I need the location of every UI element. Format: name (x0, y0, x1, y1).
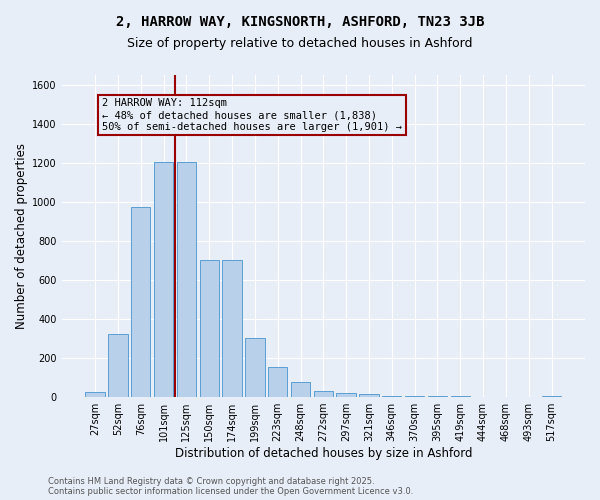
Text: 2 HARROW WAY: 112sqm
← 48% of detached houses are smaller (1,838)
50% of semi-de: 2 HARROW WAY: 112sqm ← 48% of detached h… (102, 98, 402, 132)
Bar (451, 396, 470, 397)
Y-axis label: Number of detached properties: Number of detached properties (15, 143, 28, 329)
Bar (154, 162, 173, 397)
Bar (177, 162, 196, 397)
Bar (382, 396, 401, 397)
Bar (291, 382, 310, 397)
Bar (359, 394, 379, 397)
Text: 2, HARROW WAY, KINGSNORTH, ASHFORD, TN23 3JB: 2, HARROW WAY, KINGSNORTH, ASHFORD, TN23… (116, 15, 484, 29)
Bar (245, 338, 265, 397)
Bar (108, 334, 128, 397)
Bar (223, 260, 242, 397)
X-axis label: Distribution of detached houses by size in Ashford: Distribution of detached houses by size … (175, 447, 472, 460)
Bar (268, 367, 287, 397)
Text: Contains HM Land Registry data © Crown copyright and database right 2025.: Contains HM Land Registry data © Crown c… (48, 477, 374, 486)
Bar (337, 393, 356, 397)
Bar (200, 260, 219, 397)
Bar (405, 396, 424, 397)
Text: Contains public sector information licensed under the Open Government Licence v3: Contains public sector information licen… (48, 487, 413, 496)
Bar (428, 396, 447, 397)
Text: Size of property relative to detached houses in Ashford: Size of property relative to detached ho… (127, 38, 473, 51)
Bar (131, 207, 151, 397)
Bar (85, 392, 105, 397)
Bar (314, 391, 333, 397)
Bar (542, 396, 561, 397)
